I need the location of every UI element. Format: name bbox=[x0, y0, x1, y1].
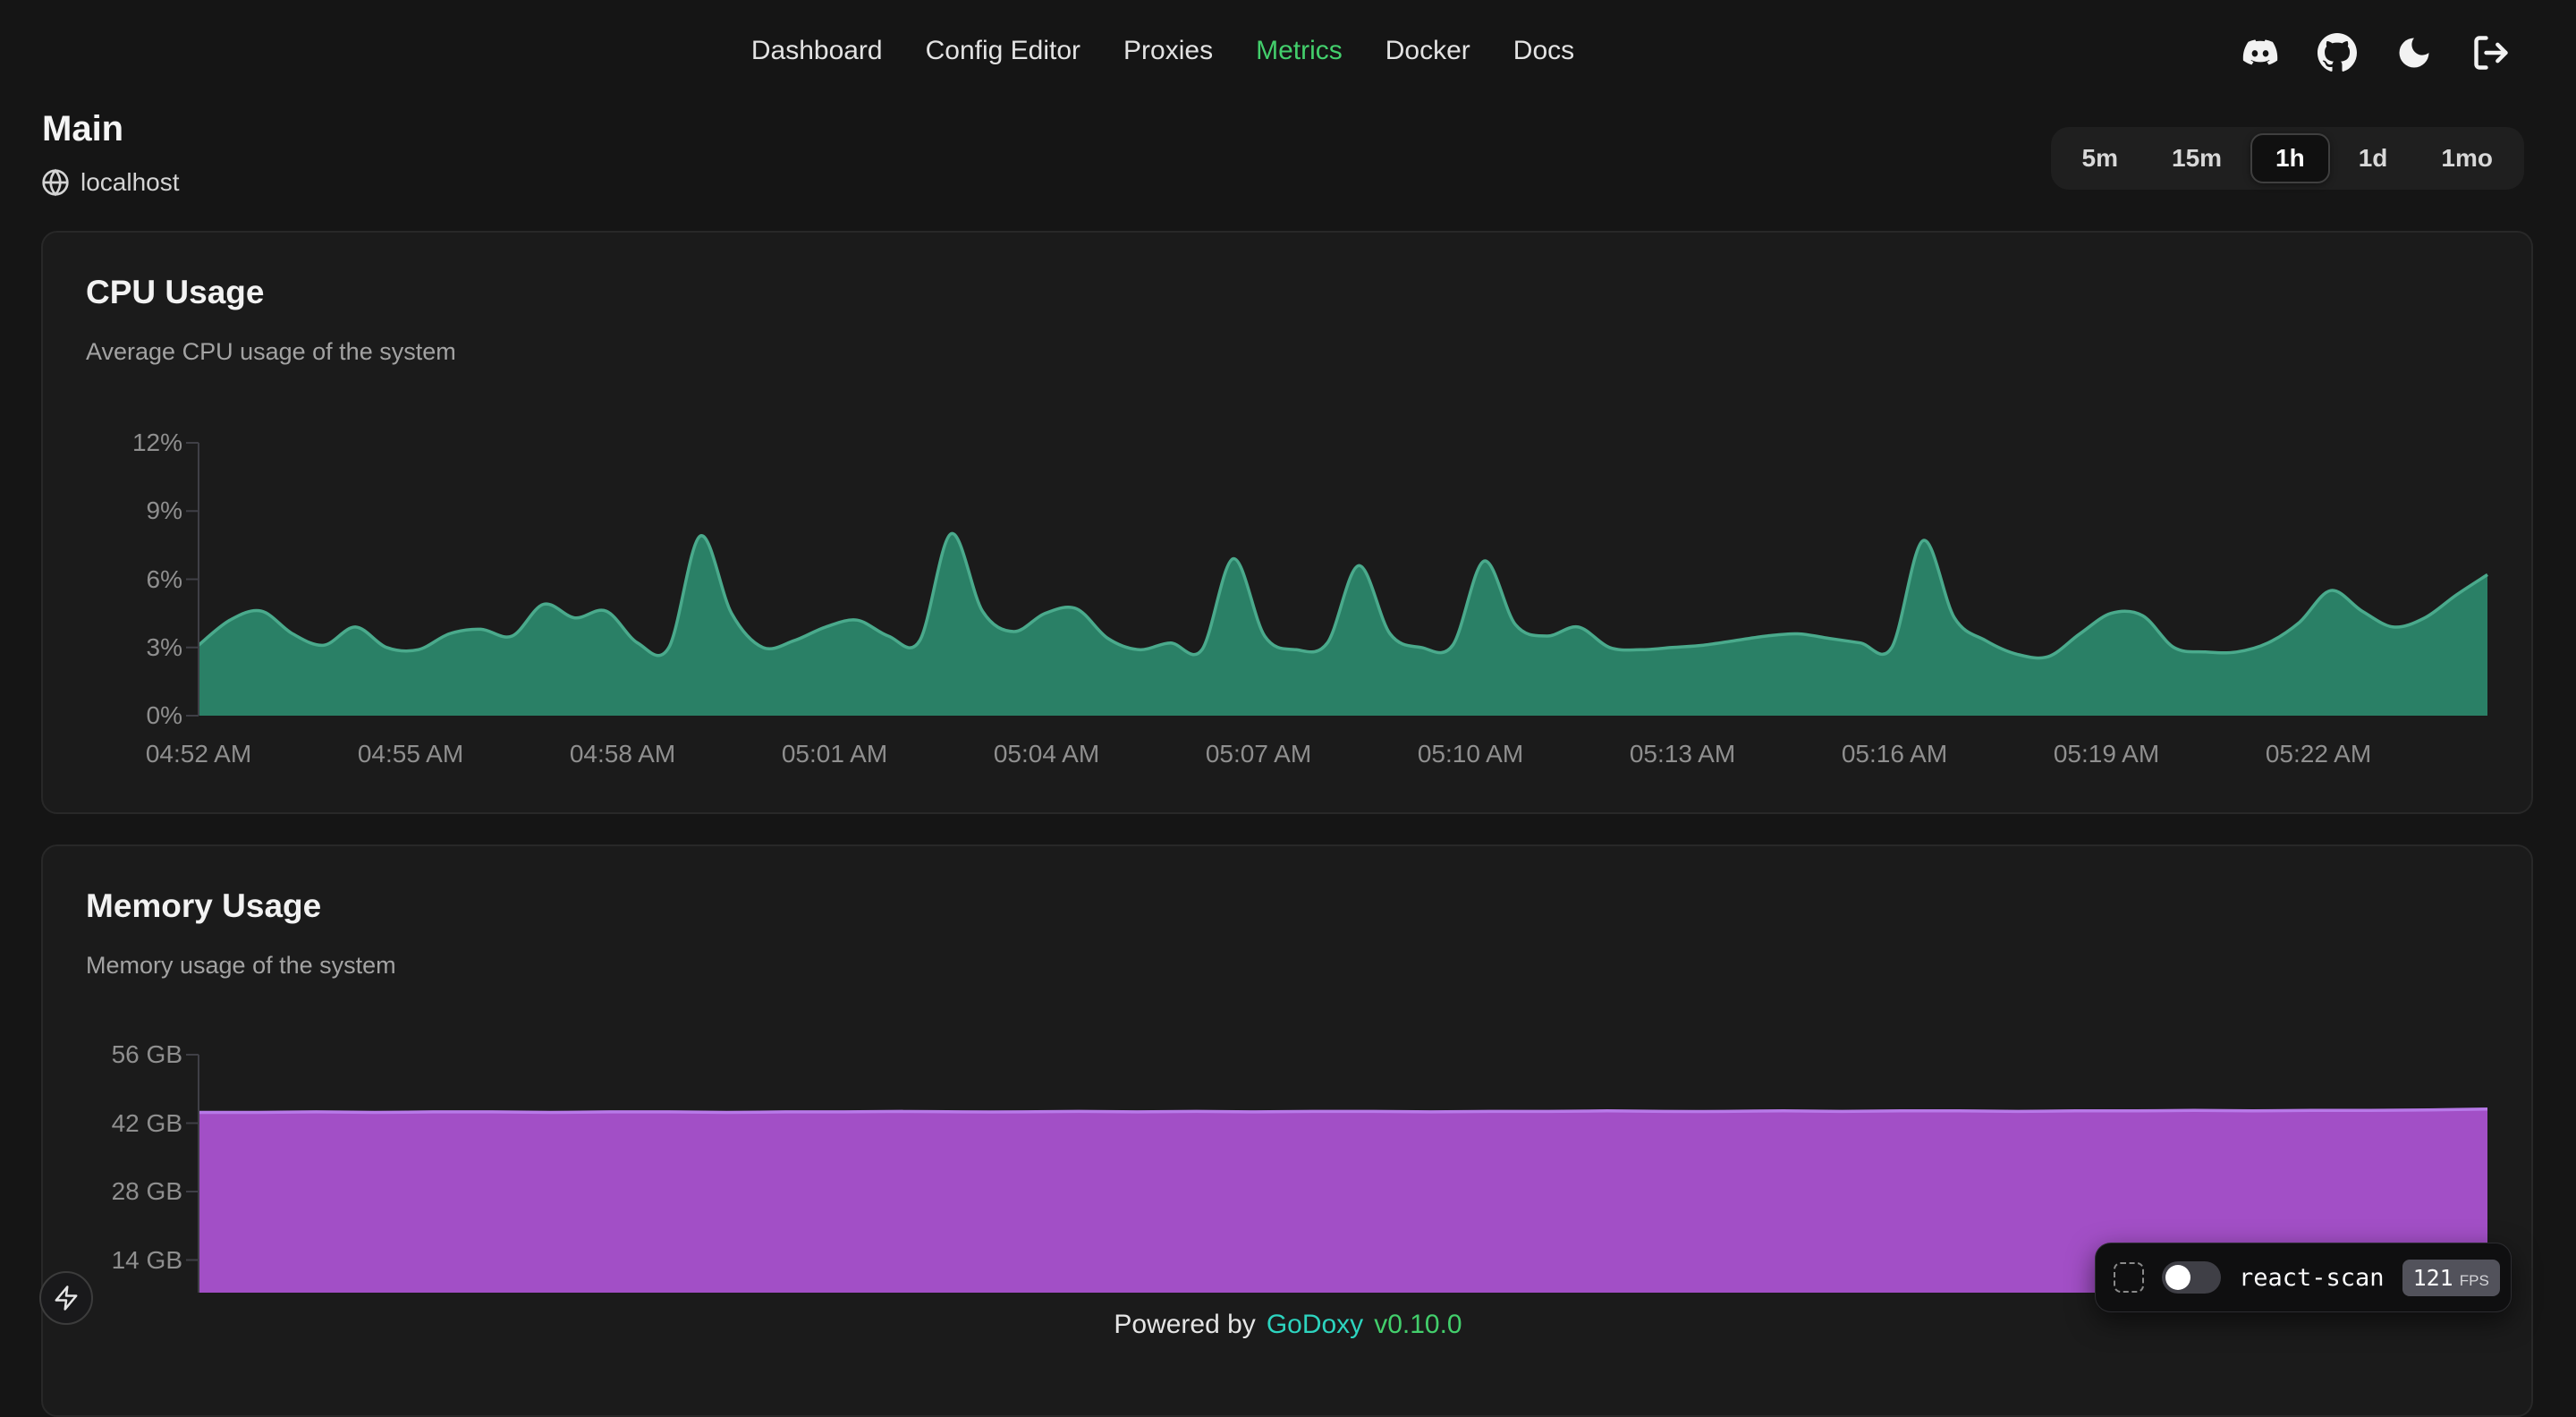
y-axis-label: 9% bbox=[146, 496, 182, 525]
dark-mode-icon bbox=[2399, 38, 2429, 68]
nav-link-dashboard[interactable]: Dashboard bbox=[750, 36, 883, 65]
y-axis-label: 42 GB bbox=[111, 1108, 182, 1137]
time-range-1h[interactable]: 1h bbox=[2250, 133, 2330, 183]
theme-toggle-button[interactable] bbox=[2394, 32, 2435, 73]
react-scan-label: react-scan bbox=[2239, 1263, 2385, 1292]
time-range-15m[interactable]: 15m bbox=[2147, 133, 2247, 183]
discord-button[interactable] bbox=[2240, 32, 2281, 73]
github-button[interactable] bbox=[2317, 32, 2358, 73]
react-scan-toolbar: react-scan 121 FPS bbox=[2095, 1243, 2512, 1312]
host-row: localhost bbox=[41, 168, 180, 197]
cpu-usage-chart bbox=[186, 442, 2488, 717]
x-axis-label: 05:04 AM bbox=[993, 740, 1100, 768]
github-icon bbox=[2318, 33, 2357, 72]
nav-links: Dashboard Config Editor Proxies Metrics … bbox=[751, 36, 1574, 66]
top-nav: Dashboard Config Editor Proxies Metrics … bbox=[0, 0, 2576, 122]
x-axis-label: 04:52 AM bbox=[145, 740, 252, 768]
cpu-line-series bbox=[197, 531, 2488, 660]
memory-card-subtitle: Memory usage of the system bbox=[86, 952, 396, 979]
globe-icon bbox=[42, 168, 69, 197]
x-axis-label: 05:16 AM bbox=[1841, 740, 1948, 768]
y-axis-label: 6% bbox=[146, 564, 182, 593]
y-axis-label: 14 GB bbox=[111, 1245, 182, 1274]
discord-icon bbox=[2242, 39, 2278, 65]
cpu-usage-card: CPU Usage Average CPU usage of the syste… bbox=[41, 231, 2533, 814]
x-axis-label: 05:22 AM bbox=[2265, 740, 2372, 768]
memory-usage-chart bbox=[186, 1054, 2488, 1293]
cpu-card-subtitle: Average CPU usage of the system bbox=[86, 338, 456, 365]
react-scan-toggle[interactable] bbox=[2162, 1261, 2221, 1294]
x-axis-label: 04:58 AM bbox=[569, 740, 676, 768]
time-range-1d[interactable]: 1d bbox=[2334, 133, 2413, 183]
nav-link-docker[interactable]: Docker bbox=[1385, 36, 1470, 65]
logout-icon bbox=[2474, 36, 2508, 70]
quick-actions-button[interactable] bbox=[39, 1271, 93, 1325]
nav-link-proxies[interactable]: Proxies bbox=[1123, 36, 1214, 65]
cpu-y-axis bbox=[186, 442, 199, 717]
y-axis-label: 3% bbox=[146, 632, 182, 661]
logout-button[interactable] bbox=[2470, 32, 2512, 73]
y-axis-label: 0% bbox=[146, 701, 182, 729]
x-axis-label: 05:07 AM bbox=[1205, 740, 1312, 768]
footer: Powered by GoDoxy v0.10.0 bbox=[0, 1310, 2576, 1340]
cpu-area-series bbox=[199, 533, 2487, 716]
memory-y-axis bbox=[186, 1054, 199, 1293]
time-range-selector: 5m 15m 1h 1d 1mo bbox=[2050, 127, 2524, 190]
lightning-bolt-icon bbox=[55, 1285, 78, 1311]
toggle-knob-icon bbox=[2165, 1265, 2190, 1290]
nav-icons bbox=[2240, 32, 2512, 73]
time-range-1mo[interactable]: 1mo bbox=[2416, 133, 2518, 183]
memory-area-series bbox=[199, 1108, 2487, 1293]
x-axis-label: 05:10 AM bbox=[1417, 740, 1524, 768]
fps-value: 121 bbox=[2412, 1264, 2453, 1291]
memory-usage-card: Memory Usage Memory usage of the system … bbox=[41, 844, 2533, 1417]
time-range-5m[interactable]: 5m bbox=[2057, 133, 2143, 183]
nav-link-docs[interactable]: Docs bbox=[1513, 36, 1575, 65]
y-axis-label: 28 GB bbox=[111, 1177, 182, 1205]
memory-card-title: Memory Usage bbox=[86, 887, 322, 924]
memory-line-series bbox=[198, 1107, 2488, 1115]
version-label: v0.10.0 bbox=[1374, 1310, 1462, 1339]
nav-link-metrics[interactable]: Metrics bbox=[1256, 36, 1343, 65]
fps-unit: FPS bbox=[2459, 1271, 2489, 1289]
godoxy-link[interactable]: GoDoxy bbox=[1266, 1310, 1364, 1339]
host-label: localhost bbox=[80, 168, 180, 196]
x-axis-label: 04:55 AM bbox=[357, 740, 464, 768]
page-title: Main bbox=[42, 109, 124, 148]
nav-link-config-editor[interactable]: Config Editor bbox=[925, 36, 1081, 65]
x-axis-label: 05:19 AM bbox=[2053, 740, 2160, 768]
x-axis-label: 05:01 AM bbox=[781, 740, 888, 768]
x-axis-label: 05:13 AM bbox=[1629, 740, 1736, 768]
y-axis-label: 12% bbox=[131, 428, 182, 456]
y-axis-label: 56 GB bbox=[111, 1040, 182, 1068]
cpu-card-title: CPU Usage bbox=[86, 274, 265, 310]
powered-by-label: Powered by bbox=[1114, 1310, 1256, 1339]
inspect-icon[interactable] bbox=[2114, 1262, 2144, 1293]
fps-badge: 121 FPS bbox=[2402, 1259, 2500, 1296]
